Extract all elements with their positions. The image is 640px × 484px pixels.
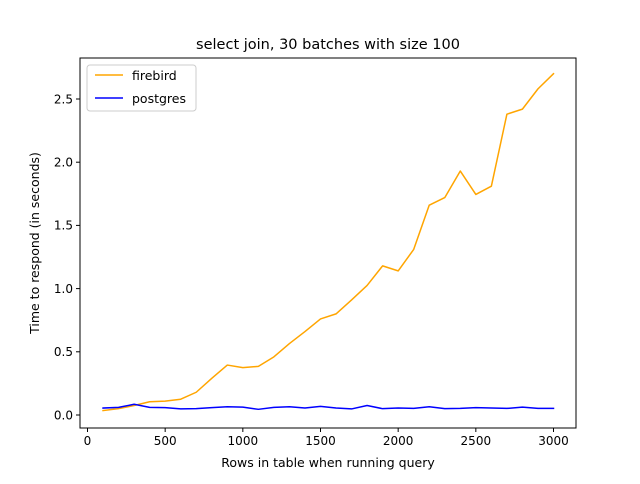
- series-layer: [102, 72, 555, 412]
- legend-label-firebird: firebird: [132, 68, 177, 83]
- y-axis-ticks: 0.0 0.5 1.0 1.5 2.0 2.5: [54, 92, 80, 422]
- x-axis-ticks: 0 500 1000 1500 2000 2500 3000: [84, 428, 569, 448]
- y-tick-label: 0.0: [54, 408, 73, 422]
- y-tick-label: 2.0: [54, 156, 73, 170]
- x-tick-label: 2000: [383, 434, 414, 448]
- y-tick-label: 1.0: [54, 282, 73, 296]
- x-tick-label: 3000: [538, 434, 569, 448]
- x-tick-label: 1500: [305, 434, 336, 448]
- series-line-firebird: [102, 72, 555, 412]
- chart-title: select join, 30 batches with size 100: [196, 37, 460, 53]
- y-tick-label: 1.5: [54, 219, 73, 233]
- series-line-postgres: [102, 403, 555, 411]
- y-tick-label: 0.5: [54, 345, 73, 359]
- x-tick-label: 1000: [228, 434, 259, 448]
- x-tick-label: 0: [84, 434, 92, 448]
- y-tick-label: 2.5: [54, 92, 73, 106]
- legend-label-postgres: postgres: [132, 91, 186, 106]
- legend: firebird postgres: [86, 64, 197, 112]
- x-tick-label: 500: [154, 434, 177, 448]
- legend-box: [86, 64, 197, 112]
- y-axis-label: Time to respond (in seconds): [27, 152, 42, 335]
- plot-area-frame: [79, 57, 577, 429]
- x-tick-label: 2500: [461, 434, 492, 448]
- x-axis-label: Rows in table when running query: [221, 455, 435, 470]
